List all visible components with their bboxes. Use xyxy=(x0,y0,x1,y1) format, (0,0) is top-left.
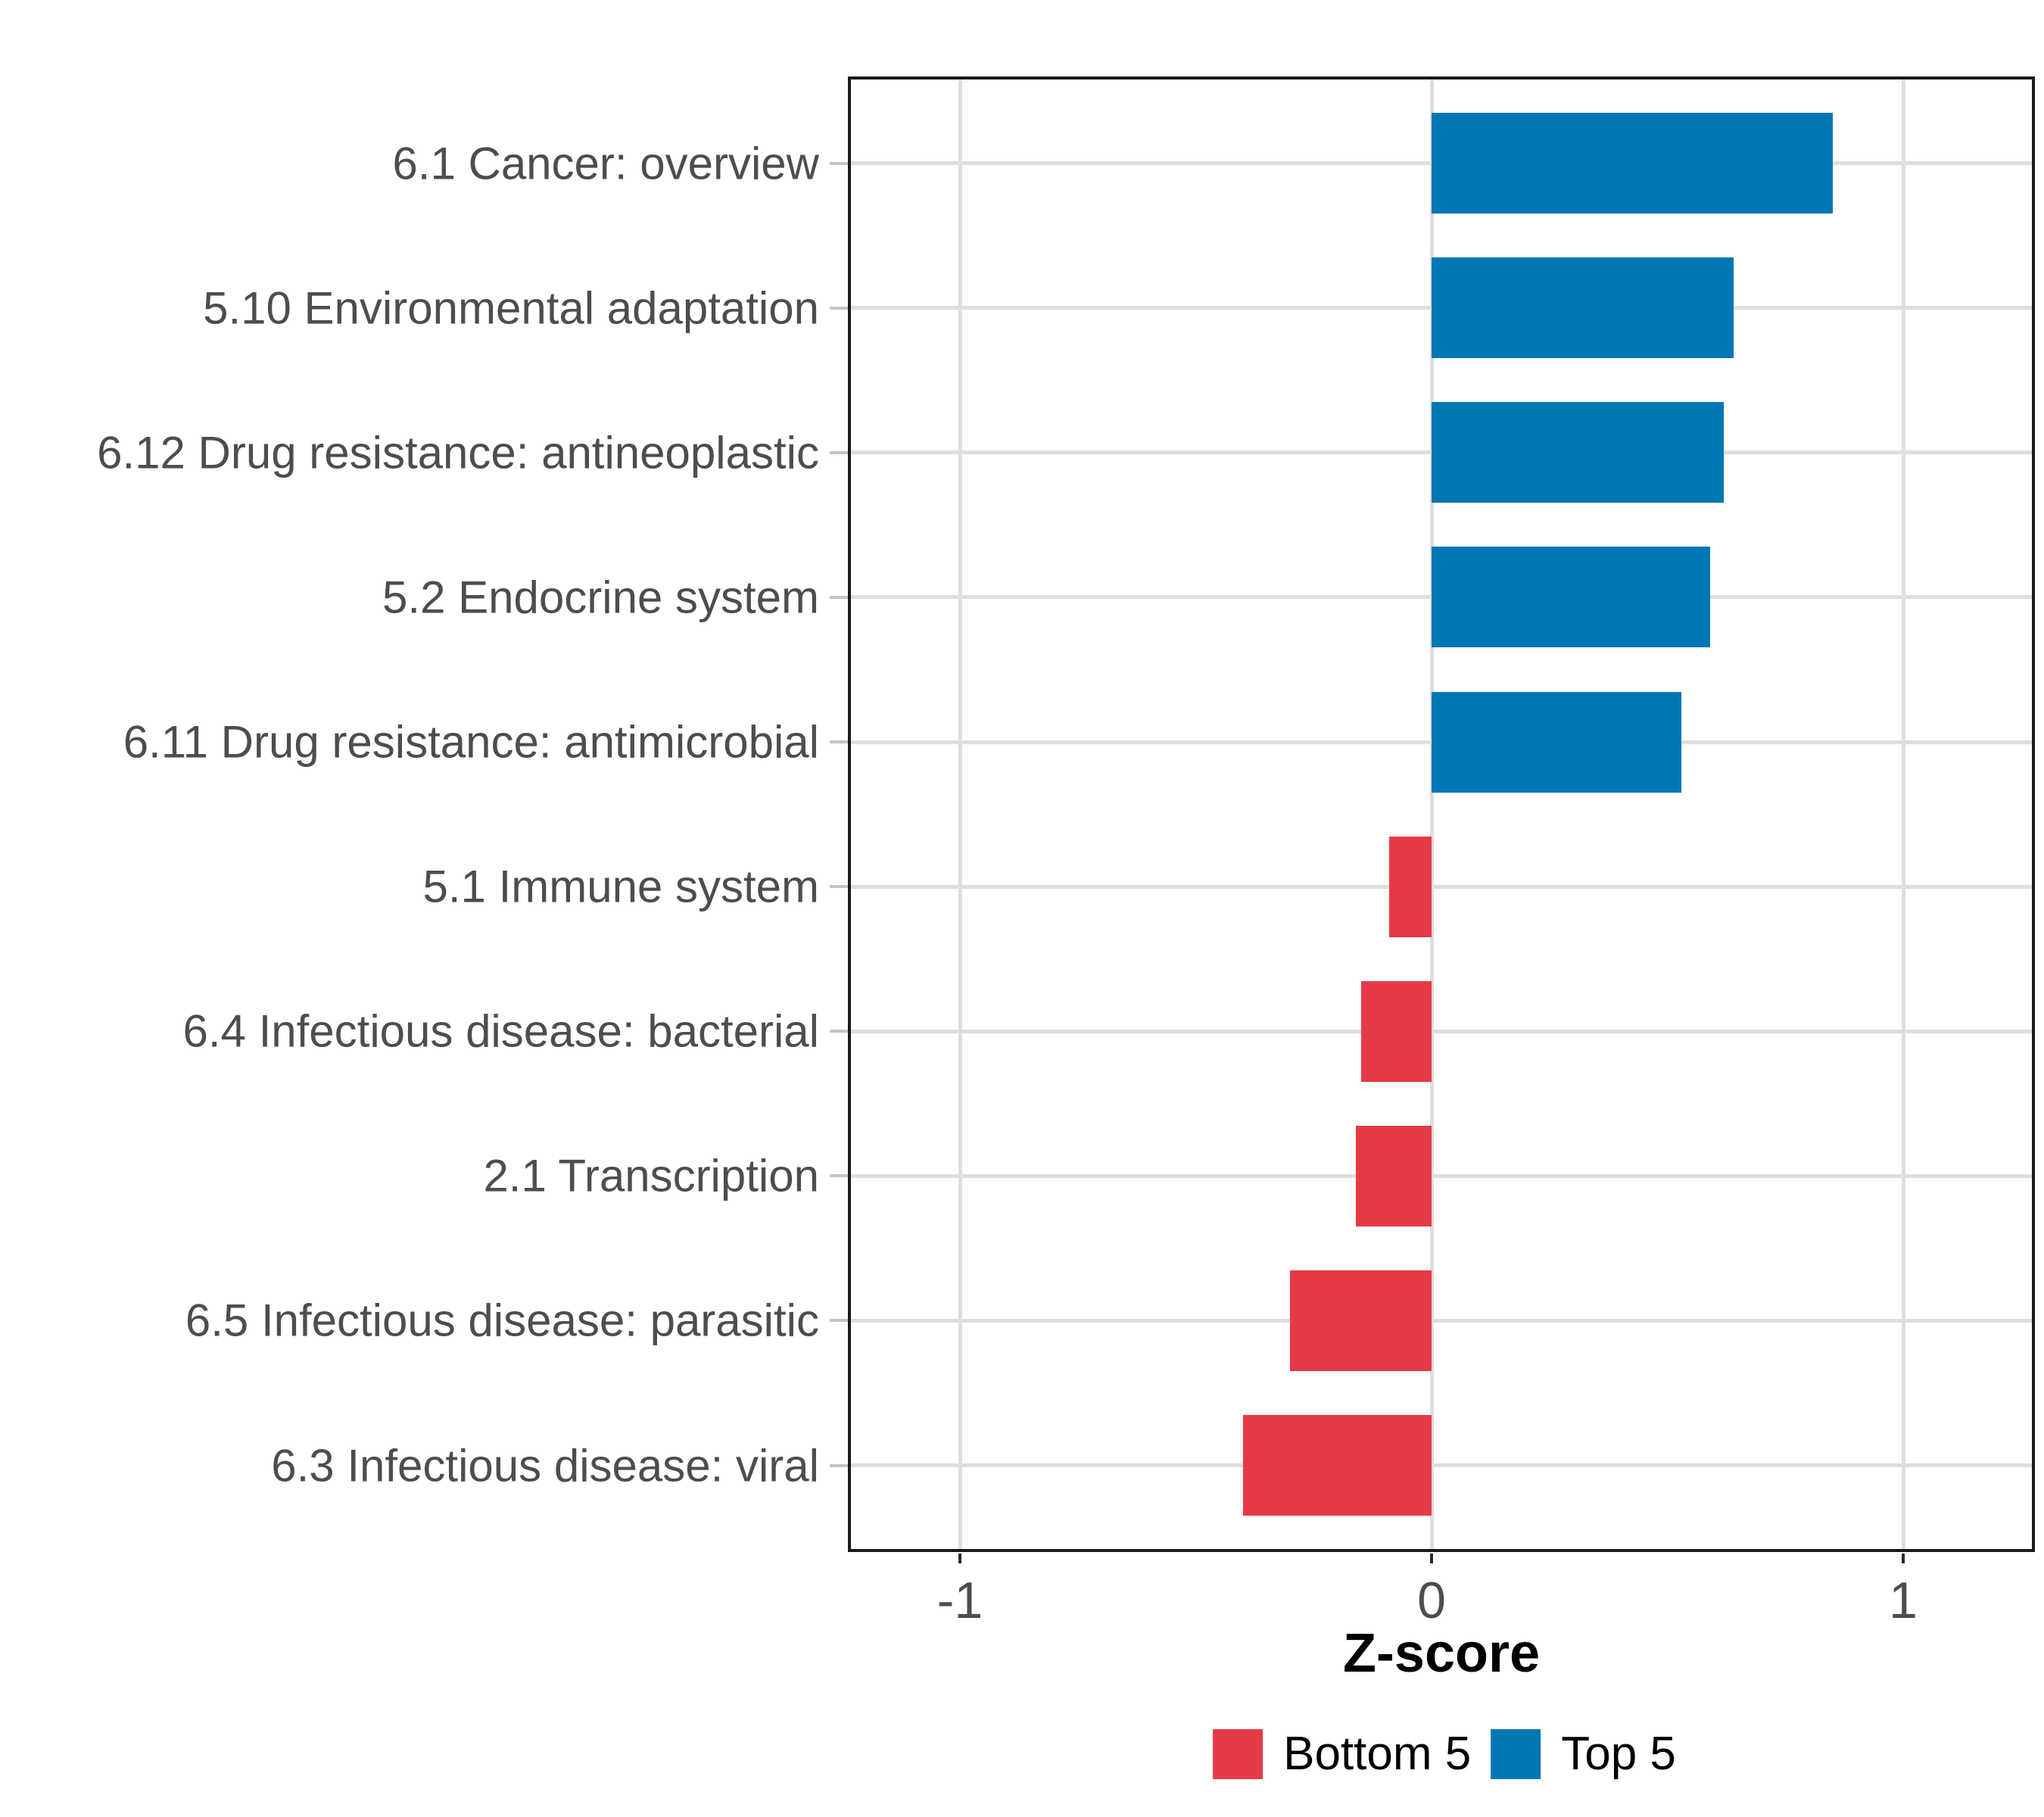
plot-panel xyxy=(848,76,2035,1552)
legend-entry-bottom5: Bottom 5 xyxy=(1213,1729,1471,1779)
y-tick-mark xyxy=(830,740,848,744)
x-tick-label: 1 xyxy=(1889,1572,1918,1629)
y-axis-label: 5.1 Immune system xyxy=(422,861,819,912)
x-tick-label: -1 xyxy=(936,1572,983,1629)
row-gridline xyxy=(851,1029,2032,1033)
y-tick-mark xyxy=(830,595,848,599)
y-axis-label: 6.11 Drug resistance: antimicrobial xyxy=(123,716,819,768)
bar-top5 xyxy=(1432,691,1682,793)
y-axis-label: 2.1 Transcription xyxy=(483,1150,819,1201)
y-tick-mark xyxy=(830,306,848,310)
row-gridline xyxy=(851,884,2032,889)
bar-bottom5 xyxy=(1388,836,1432,937)
row-gridline xyxy=(851,1318,2032,1323)
bar-top5 xyxy=(1432,113,1833,214)
legend-swatch-top5 xyxy=(1491,1729,1541,1779)
bar-bottom5 xyxy=(1242,1415,1432,1516)
row-gridline xyxy=(851,1173,2032,1178)
x-tick-mark xyxy=(1430,1554,1433,1563)
y-tick-mark xyxy=(830,161,848,165)
y-axis-label: 6.1 Cancer: overview xyxy=(392,138,819,189)
legend: Bottom 5 Top 5 xyxy=(1213,1729,1676,1779)
y-tick-mark xyxy=(830,885,848,889)
legend-label-bottom5: Bottom 5 xyxy=(1283,1728,1472,1780)
bar-bottom5 xyxy=(1356,1125,1432,1226)
legend-swatch-bottom5 xyxy=(1213,1729,1263,1779)
x-tick-label: 0 xyxy=(1417,1572,1446,1629)
y-axis-label: 6.12 Drug resistance: antineoplastic xyxy=(97,427,819,478)
x-tick-mark xyxy=(1902,1554,1905,1563)
legend-label-top5: Top 5 xyxy=(1561,1728,1676,1780)
x-tick-mark xyxy=(958,1554,961,1563)
y-axis-label: 5.10 Environmental adaptation xyxy=(203,282,819,334)
gridline-x--1 xyxy=(958,79,962,1549)
y-tick-mark xyxy=(830,1030,848,1033)
y-tick-mark xyxy=(830,1319,848,1323)
gridline-x-1 xyxy=(1901,79,1905,1549)
bar-top5 xyxy=(1432,257,1734,359)
y-axis-label: 6.4 Infectious disease: bacterial xyxy=(182,1005,820,1057)
bar-bottom5 xyxy=(1360,980,1432,1082)
bar-top5 xyxy=(1432,547,1710,648)
row-gridline xyxy=(851,1463,2032,1468)
y-tick-mark xyxy=(830,1174,848,1178)
x-axis-title: Z-score xyxy=(1342,1623,1541,1684)
y-axis-label: 6.3 Infectious disease: viral xyxy=(271,1440,819,1491)
bar-top5 xyxy=(1432,402,1725,503)
y-axis-label: 6.5 Infectious disease: parasitic xyxy=(185,1295,819,1346)
gridline-x-0 xyxy=(1429,79,1434,1549)
bar-bottom5 xyxy=(1290,1270,1432,1371)
y-tick-mark xyxy=(830,1463,848,1467)
y-tick-mark xyxy=(830,450,848,454)
y-axis-label: 5.2 Endocrine system xyxy=(382,572,819,623)
legend-entry-top5: Top 5 xyxy=(1491,1729,1676,1779)
